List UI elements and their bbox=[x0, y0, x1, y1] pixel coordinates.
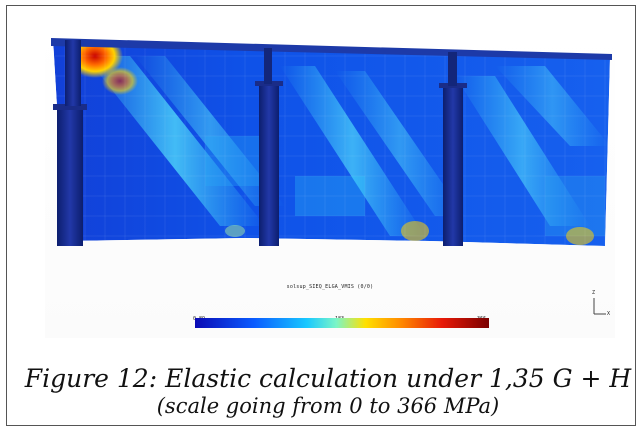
stress-contour-plot bbox=[51, 38, 612, 246]
axis-triad-icon bbox=[593, 298, 606, 315]
column-right bbox=[443, 86, 463, 246]
axis-triad: Z X bbox=[590, 288, 610, 318]
mesh-grid bbox=[53, 39, 610, 246]
color-scale-bar bbox=[195, 318, 489, 328]
figure-frame: solsup_SIEQ_ELGA_VMIS (0/0) 0.89 183 366… bbox=[6, 5, 636, 426]
legend-title: solsup_SIEQ_ELGA_VMIS (0/0) bbox=[286, 284, 374, 290]
wall-body bbox=[53, 39, 610, 246]
caption-title: Figure 12: Elastic calculation under 1,3… bbox=[24, 364, 632, 393]
column-mid bbox=[259, 84, 279, 246]
axis-x-label: X bbox=[607, 311, 611, 317]
columns bbox=[53, 40, 467, 246]
fem-viewport: solsup_SIEQ_ELGA_VMIS (0/0) 0.89 183 366… bbox=[45, 26, 615, 338]
column-left bbox=[57, 106, 83, 246]
caption-subtitle: (scale going from 0 to 366 MPa) bbox=[156, 394, 500, 418]
column-left-top bbox=[65, 40, 81, 106]
axis-z-label: Z bbox=[592, 290, 596, 296]
top-beam bbox=[51, 38, 612, 60]
